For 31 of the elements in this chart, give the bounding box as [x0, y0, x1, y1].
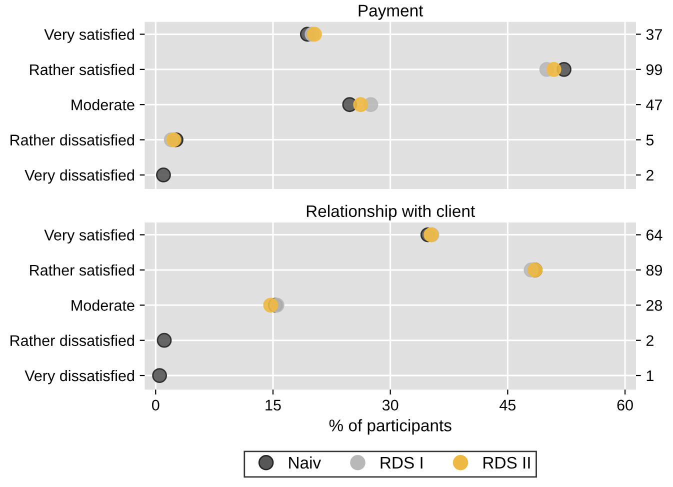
x-tick-label: 60 [617, 400, 633, 411]
y2-tick-label: 2 [646, 170, 654, 181]
y-tick-label: Rather satisfied [30, 64, 134, 76]
y2-tick-label: 2 [646, 335, 654, 346]
y-tick-label: Rather satisfied [30, 264, 134, 276]
x-tick-label: 45 [500, 400, 516, 411]
y2-tick-label: 5 [646, 134, 654, 146]
y2-tick-label: 37 [646, 29, 662, 40]
legend-label: RDS I [380, 456, 422, 469]
legend-label: Naiv [289, 456, 322, 469]
y-tick-label: Very satisfied [44, 28, 134, 43]
x-axis-title: % of participants [329, 419, 452, 435]
y-tick-label: Moderate [72, 99, 134, 110]
x-tick-label: 0 [152, 400, 160, 411]
y-tick-label: Very dissatisfied [24, 370, 134, 384]
y2-tick-label: 99 [646, 64, 662, 76]
y2-tick-label: 47 [646, 100, 662, 110]
chart-title: Relationship with client [306, 204, 475, 220]
y-tick-label: Rather dissatisfied [10, 134, 134, 146]
y-tick-label: Very satisfied [44, 229, 134, 244]
y2-tick-label: 89 [646, 264, 662, 276]
x-tick-label: 30 [382, 400, 398, 411]
y2-tick-label: 64 [646, 230, 662, 240]
y-tick-label: Rather dissatisfied [10, 334, 134, 346]
x-tick-label: 15 [266, 400, 281, 411]
y-tick-label: Moderate [72, 300, 134, 311]
y2-tick-label: 1 [646, 370, 654, 382]
chart-title: Payment [358, 4, 424, 20]
y-tick-label: Very dissatisfied [24, 169, 134, 184]
y2-tick-label: 28 [646, 300, 662, 311]
legend-label: RDS II [484, 456, 530, 469]
